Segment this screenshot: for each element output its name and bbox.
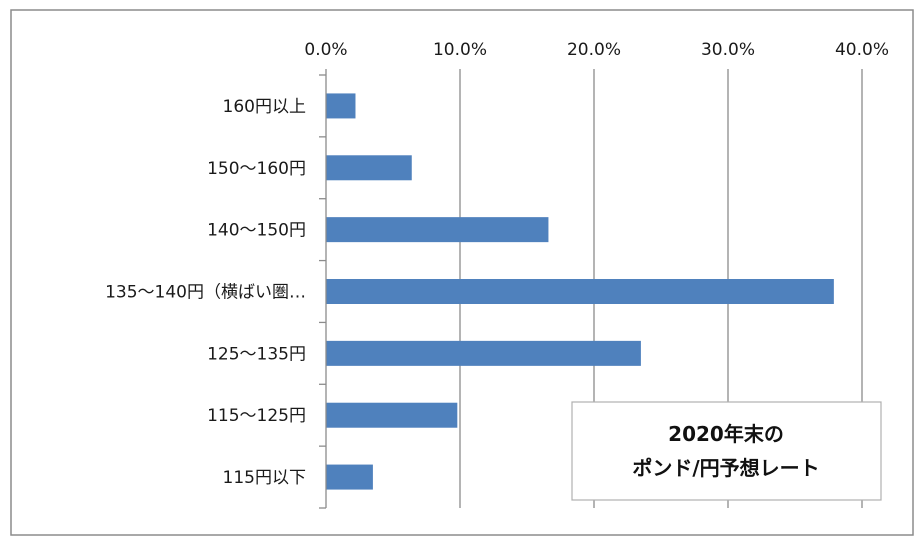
- bars: [326, 93, 834, 490]
- bar: [326, 340, 641, 366]
- x-tick-label: 20.0%: [567, 40, 621, 60]
- x-tick-label: 10.0%: [433, 40, 487, 60]
- category-label: 160円以上: [223, 97, 306, 117]
- chart-title-line-1: 2020年末の: [668, 422, 784, 446]
- category-label: 125～135円: [207, 344, 306, 364]
- bar: [326, 464, 373, 490]
- x-tick-label: 40.0%: [835, 40, 889, 60]
- chart-title-frame: [571, 401, 882, 501]
- bar: [326, 279, 834, 304]
- x-tick-label: 30.0%: [701, 40, 755, 60]
- chart-title-box: 2020年末の ポンド/円予想レート: [571, 401, 882, 501]
- axes: [319, 69, 863, 509]
- category-label: 135～140円（横ばい圏…: [105, 283, 306, 303]
- bar: [326, 93, 356, 119]
- category-label: 115～125円: [207, 406, 306, 426]
- bar: [326, 402, 458, 428]
- bar: [326, 217, 549, 243]
- bar: [326, 155, 412, 181]
- category-label: 150～160円: [207, 159, 306, 179]
- labels: 0.0% 10.0% 20.0% 30.0% 40.0% 160円以上 150～160円 14…: [105, 40, 889, 488]
- x-tick-label: 0.0%: [304, 40, 347, 60]
- category-label: 140～150円: [207, 221, 306, 241]
- category-label: 115円以下: [223, 468, 306, 488]
- chart-title-line-2: ポンド/円予想レート: [632, 456, 819, 480]
